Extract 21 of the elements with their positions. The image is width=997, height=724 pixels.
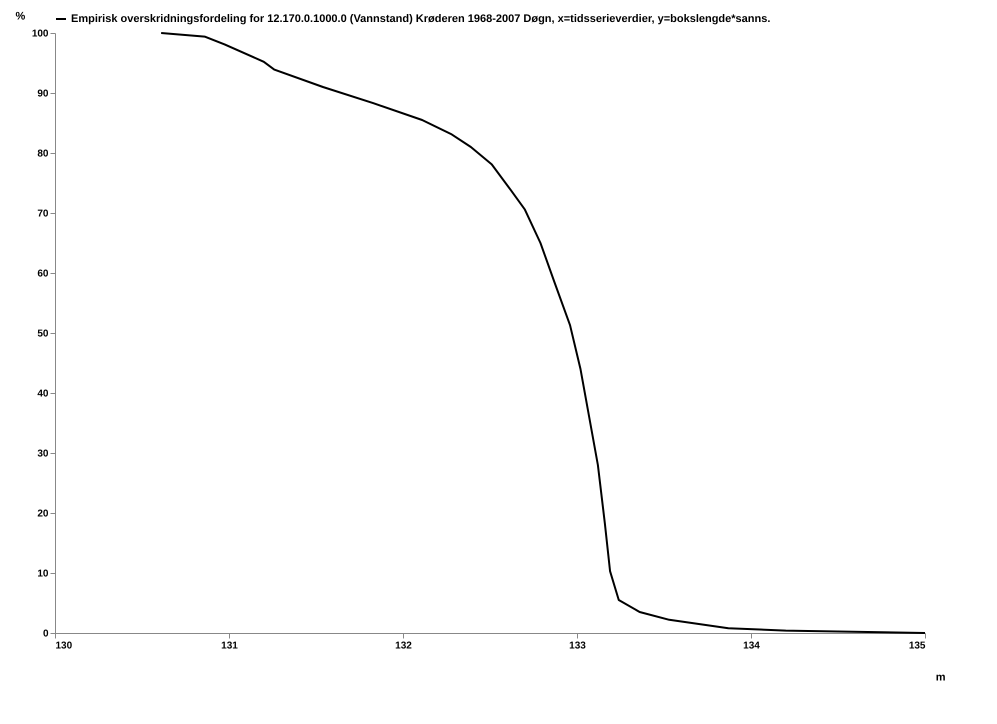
x-tick-label: 132	[395, 640, 412, 652]
x-tick-label: 135	[908, 640, 926, 652]
legend-label: Empirisk overskridningsfordeling for 12.170.0.1000.0 (Vannstand) Krøderen 1968-2007 Døgn, x=tidsserieverdier, y=bokslengde*sanns.	[71, 13, 770, 25]
y-tick-label: 0	[42, 628, 49, 640]
y-tick-label: 40	[37, 388, 49, 400]
y-tick-label: 90	[37, 88, 49, 100]
x-tick-label: 134	[743, 640, 760, 652]
y-tick-label: 100	[32, 28, 49, 40]
x-tick-label: 133	[569, 640, 586, 652]
y-tick-label: 20	[37, 508, 49, 520]
x-axis-title: m	[936, 672, 946, 684]
y-tick-label: 10	[37, 568, 49, 580]
y-tick-label: 70	[37, 208, 49, 220]
line-series	[160, 32, 926, 634]
x-tick-label: 131	[221, 640, 238, 652]
y-axis-title: %	[16, 10, 26, 22]
y-tick-label: 30	[37, 448, 49, 460]
y-tick-label: 80	[37, 148, 49, 160]
x-tick-label: 130	[56, 640, 73, 652]
y-tick-label: 50	[37, 328, 49, 340]
y-tick-label: 60	[37, 268, 49, 280]
